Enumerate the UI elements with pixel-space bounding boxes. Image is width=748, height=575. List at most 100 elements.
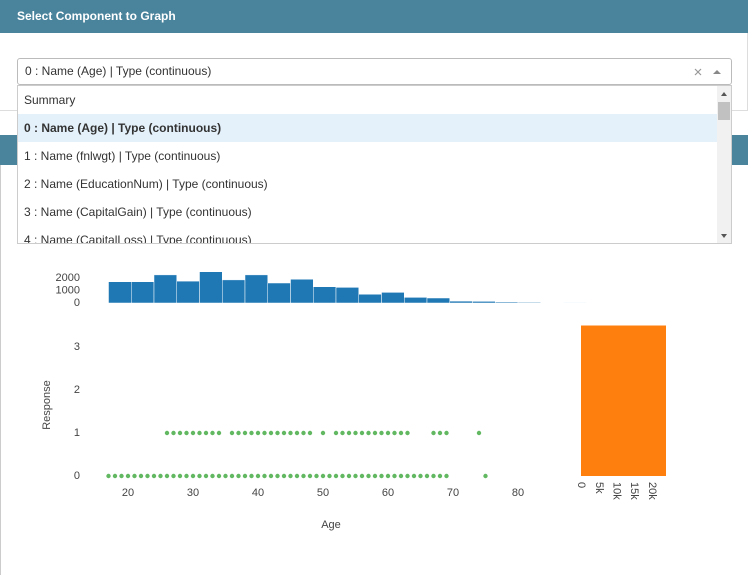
x-tick-label: 40	[252, 487, 264, 499]
y-tick-label: 0	[74, 297, 80, 309]
scatter-point	[203, 473, 209, 479]
histogram-bar	[108, 281, 132, 304]
panel-border	[0, 165, 1, 575]
scatter-point	[171, 430, 176, 436]
scatter-point	[327, 473, 332, 479]
dropdown-list: Summary 0 : Name (Age) | Type (continuous…	[17, 85, 732, 244]
option[interactable]: 3 : Name (CapitalGain) | Type (continuou…	[24, 205, 252, 219]
scatter-point	[255, 473, 261, 479]
x-tick-label: 60	[382, 487, 394, 499]
scatter-point	[307, 473, 313, 479]
scatter-point	[216, 430, 222, 436]
scatter-point	[288, 473, 293, 479]
y-tick-label: 3	[74, 341, 80, 353]
x-axis-title: Age	[321, 519, 341, 531]
scatter-point	[353, 430, 358, 436]
histogram-bar	[495, 301, 519, 304]
x-tick-label: 70	[447, 487, 459, 499]
option[interactable]: 2 : Name (EducationNum) | Type (continuo…	[24, 177, 268, 191]
scatter-point	[229, 430, 235, 436]
scatter-point	[444, 473, 449, 479]
scatter-point	[353, 473, 358, 479]
scatter-point	[437, 430, 443, 436]
scatter-point	[197, 430, 202, 436]
y-axis-title: Response	[41, 380, 53, 430]
select-box[interactable]: 0 : Name (Age) | Type (continuous)	[17, 58, 732, 85]
select-value: 0 : Name (Age) | Type (continuous)	[25, 64, 212, 78]
scatter-point	[398, 473, 404, 479]
histogram-bar	[153, 274, 177, 304]
scatter-point	[249, 473, 254, 479]
scatter-point	[249, 430, 254, 436]
scatter-point	[242, 430, 248, 436]
scatter-point	[275, 473, 280, 479]
x-tick-label: 10k	[611, 482, 623, 500]
scatter-point	[301, 430, 306, 436]
scatter-point	[236, 473, 241, 479]
scatter-point	[242, 473, 248, 479]
scatter-point	[424, 473, 430, 479]
y-tick-label: 2000	[56, 272, 80, 284]
option[interactable]: 4 : Name (CapitalLoss) | Type (continuou…	[24, 233, 252, 244]
scatter-point	[359, 473, 365, 479]
scatter-point	[281, 473, 287, 479]
scatter-point	[236, 430, 241, 436]
histogram-bar	[358, 294, 382, 304]
scatter-point	[301, 473, 306, 479]
scatter-point	[437, 473, 443, 479]
marginal-bar	[581, 325, 666, 476]
histogram-bar	[449, 300, 473, 304]
scatter-point	[320, 473, 326, 479]
panel-title: Select Component to Graph	[0, 0, 748, 33]
histogram-bar	[517, 302, 541, 304]
scatter-point	[171, 473, 176, 479]
scatter-point	[444, 430, 449, 436]
select-icons	[694, 68, 721, 76]
scatter-point	[281, 430, 287, 436]
option[interactable]: 1 : Name (fnlwgt) | Type (continuous)	[24, 149, 221, 163]
histogram-bar	[472, 301, 496, 304]
scatter-point	[405, 473, 410, 479]
scatter-point	[151, 473, 157, 479]
option[interactable]: Summary	[24, 93, 76, 107]
scatter-point	[431, 473, 436, 479]
scatter-point	[125, 473, 131, 479]
scatter-point	[275, 430, 280, 436]
scrollbar[interactable]	[717, 86, 731, 243]
x-tick-label: 80	[512, 487, 524, 499]
options: Summary 0 : Name (Age) | Type (continuous…	[18, 86, 731, 244]
scatter-point	[119, 473, 124, 479]
histogram-bar	[267, 282, 291, 304]
scatter-point	[476, 430, 482, 436]
option[interactable]: 0 : Name (Age) | Type (continuous)	[18, 114, 731, 142]
scatter-point	[112, 473, 118, 479]
histogram-bar	[426, 297, 450, 304]
scatter-point	[385, 473, 391, 479]
scatter-point	[106, 473, 111, 479]
x-tick-label: 20	[122, 487, 134, 499]
scatter-point	[294, 473, 300, 479]
scatter-point	[314, 473, 319, 479]
scatter-point	[210, 473, 215, 479]
scatter-point	[210, 430, 215, 436]
histogram-bar	[222, 279, 246, 304]
scrollbar-parts	[718, 92, 730, 238]
scatter-point	[392, 430, 397, 436]
scatter-point	[164, 473, 170, 479]
scatter-point	[320, 430, 326, 436]
scatter-point	[268, 473, 274, 479]
x-tick-label: 5k	[593, 482, 605, 494]
x-tick-label: 20k	[646, 482, 658, 500]
scatter-point	[158, 473, 163, 479]
histogram-bar	[290, 279, 314, 304]
scatter-point	[307, 430, 313, 436]
scatter-point	[398, 430, 404, 436]
scatter-point	[346, 430, 352, 436]
scatter-point	[184, 430, 189, 436]
scatter-point	[418, 473, 423, 479]
x-tick-label: 50	[317, 487, 329, 499]
histogram-bar	[199, 271, 223, 304]
scatter-point	[145, 473, 150, 479]
